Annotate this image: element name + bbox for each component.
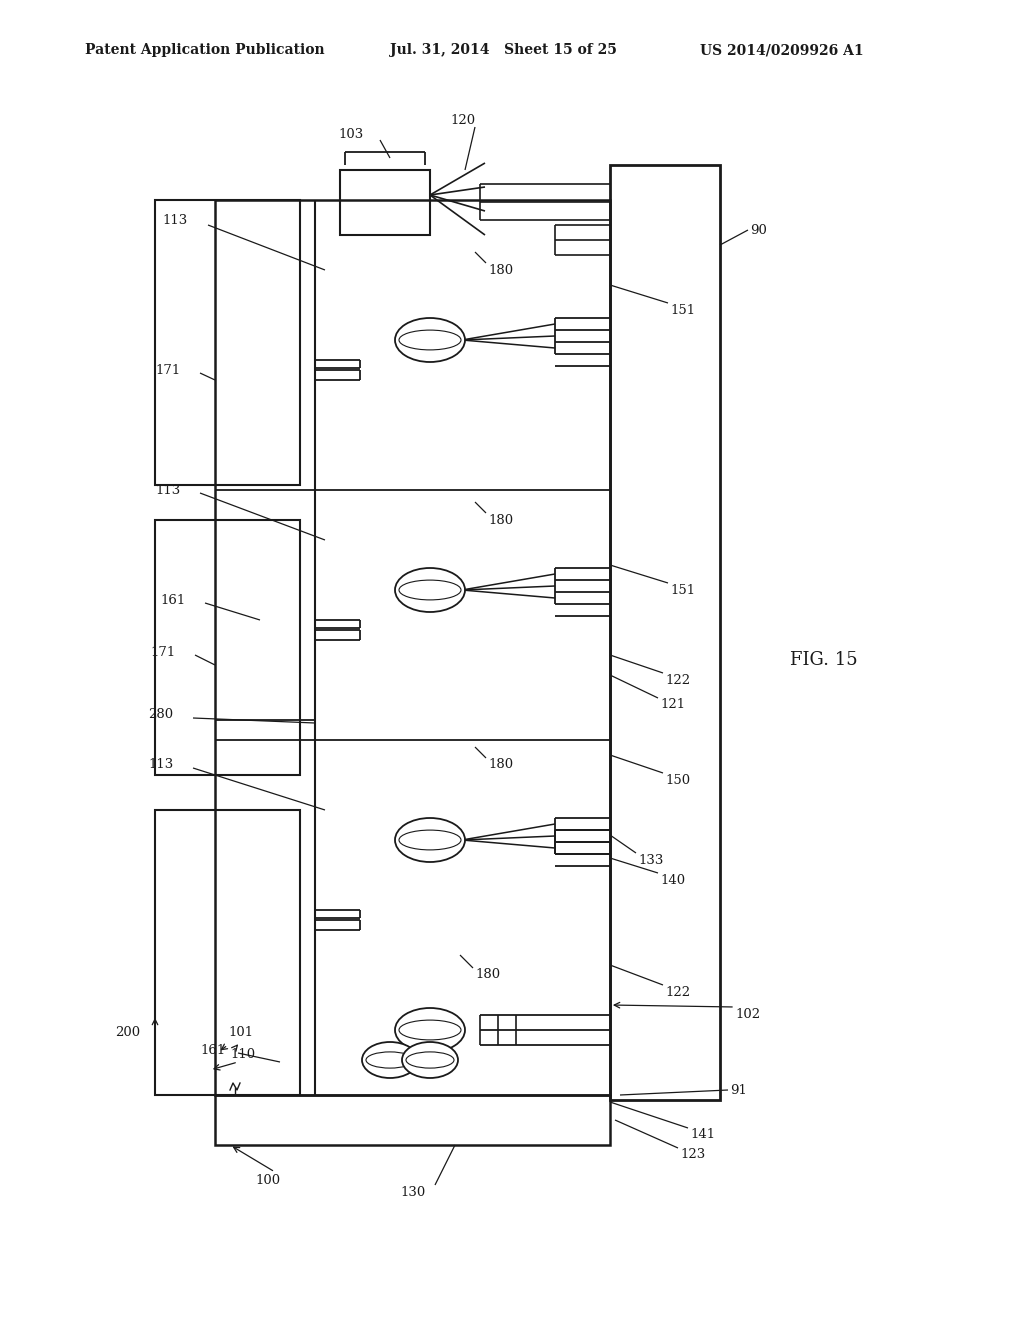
Text: 280: 280 — [148, 709, 173, 722]
Text: 171: 171 — [150, 645, 175, 659]
Text: 141: 141 — [690, 1129, 715, 1142]
Bar — [155, 520, 300, 775]
Text: US 2014/0209926 A1: US 2014/0209926 A1 — [700, 44, 863, 57]
Text: Jul. 31, 2014   Sheet 15 of 25: Jul. 31, 2014 Sheet 15 of 25 — [390, 44, 616, 57]
Text: 180: 180 — [488, 513, 513, 527]
Text: 151: 151 — [670, 583, 695, 597]
Text: 102: 102 — [735, 1008, 760, 1022]
Text: 101: 101 — [228, 1026, 253, 1039]
Text: 151: 151 — [670, 304, 695, 317]
Text: 113: 113 — [155, 483, 180, 496]
Text: 122: 122 — [665, 986, 690, 998]
Text: 180: 180 — [488, 264, 513, 276]
Bar — [155, 810, 300, 1096]
Ellipse shape — [402, 1041, 458, 1078]
Bar — [215, 201, 610, 1096]
Text: 150: 150 — [665, 774, 690, 787]
Text: 161: 161 — [200, 1044, 225, 1056]
Text: 180: 180 — [475, 969, 500, 982]
Text: Patent Application Publication: Patent Application Publication — [85, 44, 325, 57]
Ellipse shape — [395, 1008, 465, 1052]
Ellipse shape — [362, 1041, 418, 1078]
Text: 161: 161 — [160, 594, 185, 606]
Text: 121: 121 — [660, 698, 685, 711]
Text: 113: 113 — [162, 214, 187, 227]
Text: 100: 100 — [255, 1173, 281, 1187]
Text: 113: 113 — [148, 759, 173, 771]
Text: 171: 171 — [155, 363, 180, 376]
Text: 90: 90 — [750, 223, 767, 236]
Text: 120: 120 — [450, 114, 475, 127]
Ellipse shape — [395, 568, 465, 612]
Text: 180: 180 — [488, 759, 513, 771]
Text: 130: 130 — [400, 1185, 425, 1199]
Bar — [340, 170, 430, 235]
Text: 123: 123 — [680, 1148, 706, 1162]
Text: FIG. 15: FIG. 15 — [790, 651, 858, 669]
Text: 110: 110 — [230, 1048, 255, 1061]
Text: 200: 200 — [115, 1026, 140, 1039]
Text: 91: 91 — [730, 1084, 746, 1097]
Bar — [610, 165, 720, 1100]
Text: 103: 103 — [338, 128, 364, 141]
Text: 133: 133 — [638, 854, 664, 866]
Bar — [215, 1096, 610, 1144]
Text: 122: 122 — [665, 673, 690, 686]
Text: 140: 140 — [660, 874, 685, 887]
Ellipse shape — [395, 318, 465, 362]
Bar — [155, 201, 300, 484]
Ellipse shape — [395, 818, 465, 862]
